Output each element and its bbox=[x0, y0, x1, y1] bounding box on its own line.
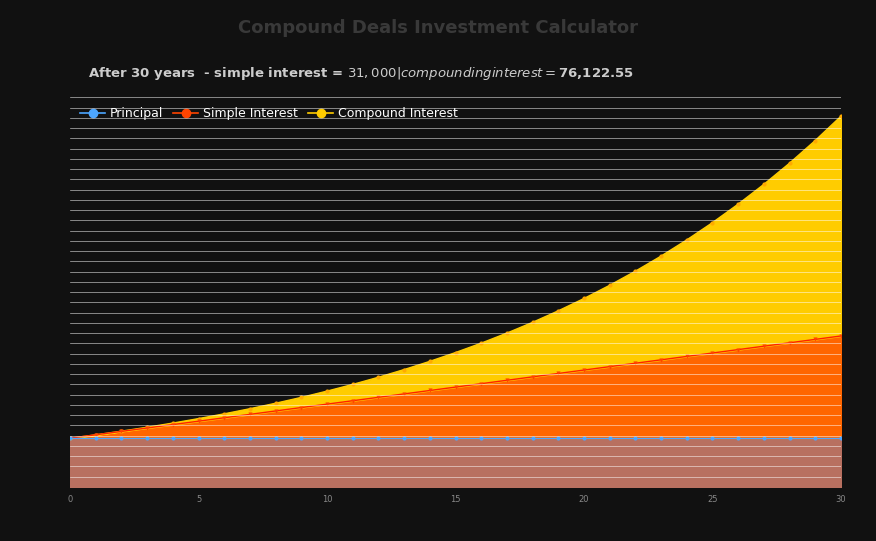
Text: 30: 30 bbox=[836, 495, 846, 504]
Text: Compound Deals Investment Calculator: Compound Deals Investment Calculator bbox=[238, 19, 638, 37]
Text: 10: 10 bbox=[321, 495, 332, 504]
Text: 15: 15 bbox=[450, 495, 461, 504]
Text: 20: 20 bbox=[579, 495, 590, 504]
Legend: Principal, Simple Interest, Compound Interest: Principal, Simple Interest, Compound Int… bbox=[76, 104, 462, 124]
Text: 25: 25 bbox=[707, 495, 717, 504]
Text: 0: 0 bbox=[67, 495, 73, 504]
Text: 5: 5 bbox=[196, 495, 201, 504]
Text: After 30 years  - simple interest = $31,000 | compounding interest = $76,122.55: After 30 years - simple interest = $31,0… bbox=[88, 65, 633, 82]
